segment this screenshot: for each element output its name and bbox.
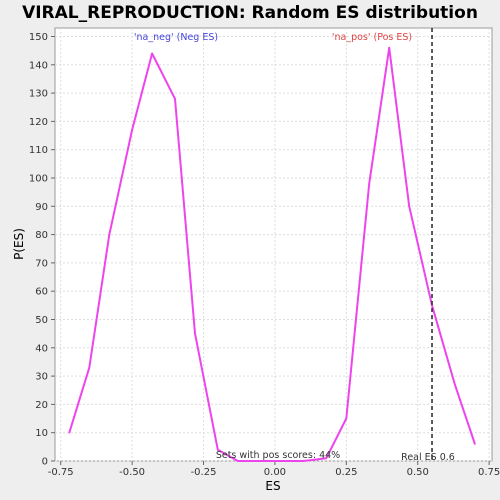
x-tick-label: 0.00 — [264, 467, 286, 478]
data-point — [151, 52, 153, 55]
data-point — [302, 460, 305, 462]
y-tick-label: 50 — [35, 315, 48, 326]
y-tick-label: 0 — [42, 457, 48, 468]
x-axis-ticks: -0.75 -0.50 -0.25 0.00 0.25 0.50 0.75 — [48, 461, 500, 478]
x-tick-label: -0.50 — [119, 467, 145, 478]
data-point — [368, 182, 370, 185]
grid-lines — [55, 28, 492, 462]
data-point — [345, 417, 348, 420]
y-tick-label: 20 — [35, 400, 48, 411]
data-point — [454, 383, 456, 386]
y-tick-label: 80 — [35, 230, 48, 241]
y-tick-label: 140 — [29, 60, 48, 71]
pos-scores-annotation: Sets with pos scores: 44% — [216, 450, 340, 461]
data-point — [194, 332, 196, 335]
data-point — [388, 47, 390, 49]
x-tick-label: -0.75 — [48, 467, 74, 478]
y-tick-label: 10 — [35, 428, 48, 439]
data-point — [88, 366, 91, 369]
x-tick-label: 0.75 — [478, 467, 500, 478]
series-group — [68, 46, 476, 462]
data-point — [217, 448, 219, 451]
data-point — [131, 129, 133, 131]
x-axis-label: ES — [265, 479, 280, 493]
y-tick-label: 100 — [29, 173, 48, 184]
data-point — [68, 431, 71, 434]
data-point — [325, 457, 328, 459]
y-tick-label: 120 — [29, 117, 48, 128]
x-tick-label: 0.25 — [335, 467, 357, 478]
pos-es-annotation: 'na_pos' (Pos ES) — [332, 32, 412, 43]
chart-title: VIRAL_REPRODUCTION: Random ES distributi… — [22, 3, 478, 23]
y-tick-label: 70 — [35, 258, 48, 269]
y-tick-label: 150 — [29, 32, 48, 43]
y-tick-label: 30 — [35, 372, 48, 383]
data-point — [259, 460, 262, 462]
real-es-annotation: Real ES 0.6 — [401, 452, 455, 463]
y-axis-ticks: 0 10 20 30 40 50 60 70 80 90 100 110 120 130 140 150 — [29, 32, 55, 468]
y-axis-label: P(ES) — [12, 228, 26, 260]
x-tick-label: -0.25 — [191, 467, 217, 478]
plot-area — [54, 27, 493, 462]
data-point — [108, 233, 111, 236]
data-point — [174, 97, 176, 100]
y-tick-label: 40 — [35, 343, 48, 354]
y-tick-label: 60 — [35, 287, 48, 298]
y-tick-label: 110 — [29, 145, 48, 156]
y-tick-label: 130 — [29, 89, 48, 100]
y-tick-label: 90 — [35, 202, 48, 213]
data-point — [236, 460, 239, 462]
neg-es-annotation: 'na_neg' (Neg ES) — [134, 32, 218, 43]
x-tick-label: 0.50 — [407, 467, 429, 478]
data-point — [408, 205, 410, 208]
data-point — [282, 460, 285, 462]
es-distribution-line — [68, 46, 476, 462]
data-point — [474, 443, 476, 445]
